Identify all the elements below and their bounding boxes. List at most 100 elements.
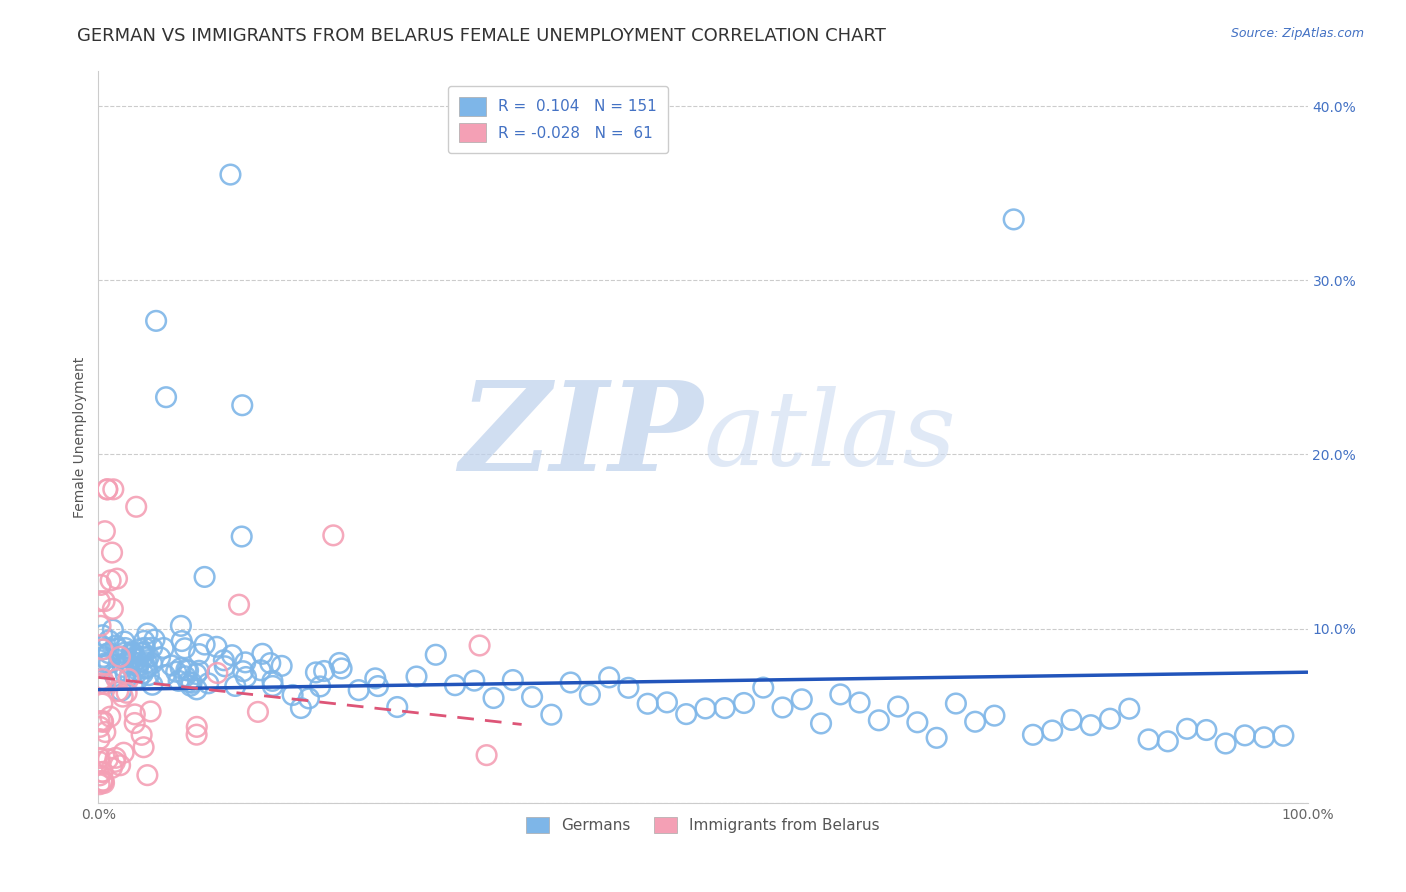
Point — [983, 708, 1005, 723]
Point — [118, 657, 141, 672]
Point — [176, 663, 198, 677]
Point — [91, 714, 114, 729]
Point — [91, 775, 114, 789]
Point — [127, 663, 149, 677]
Point — [112, 746, 135, 760]
Point — [104, 669, 127, 683]
Point — [89, 732, 111, 747]
Point — [186, 720, 208, 734]
Text: GERMAN VS IMMIGRANTS FROM BELARUS FEMALE UNEMPLOYMENT CORRELATION CHART: GERMAN VS IMMIGRANTS FROM BELARUS FEMALE… — [77, 27, 886, 45]
Point — [752, 681, 775, 695]
Point — [298, 691, 321, 706]
Point — [131, 728, 153, 742]
Point — [131, 646, 153, 660]
Point — [367, 679, 389, 693]
Point — [143, 632, 166, 647]
Point — [94, 656, 117, 670]
Point — [194, 570, 217, 584]
Point — [89, 720, 111, 734]
Point — [115, 686, 138, 700]
Point — [93, 774, 115, 789]
Point — [135, 661, 157, 675]
Point — [848, 696, 870, 710]
Point — [520, 690, 543, 704]
Point — [1002, 212, 1025, 227]
Point — [314, 664, 336, 678]
Point — [177, 664, 200, 678]
Point — [138, 668, 160, 682]
Point — [1195, 723, 1218, 737]
Point — [104, 639, 127, 653]
Point — [101, 761, 124, 775]
Point — [127, 659, 149, 673]
Point — [177, 675, 200, 690]
Point — [246, 705, 269, 719]
Point — [96, 483, 118, 497]
Point — [91, 765, 114, 780]
Point — [160, 658, 183, 673]
Point — [252, 647, 274, 661]
Point — [1040, 723, 1063, 738]
Point — [270, 658, 292, 673]
Point — [111, 690, 134, 704]
Point — [134, 661, 156, 675]
Point — [89, 639, 111, 653]
Point — [93, 642, 115, 657]
Point — [1215, 737, 1237, 751]
Y-axis label: Female Unemployment: Female Unemployment — [73, 357, 87, 517]
Point — [131, 646, 153, 660]
Point — [107, 642, 129, 657]
Point — [1253, 731, 1275, 745]
Point — [482, 691, 505, 706]
Point — [1157, 734, 1180, 748]
Point — [387, 700, 409, 714]
Point — [114, 667, 136, 681]
Point — [405, 669, 427, 683]
Point — [468, 639, 491, 653]
Point — [128, 656, 150, 670]
Point — [167, 673, 190, 688]
Point — [187, 664, 209, 678]
Point — [655, 695, 678, 709]
Point — [108, 758, 131, 772]
Point — [128, 671, 150, 685]
Point — [695, 701, 717, 715]
Point — [560, 675, 582, 690]
Point — [180, 675, 202, 690]
Point — [598, 670, 620, 684]
Point — [97, 646, 120, 660]
Point — [132, 649, 155, 664]
Point — [125, 500, 148, 514]
Point — [925, 731, 948, 745]
Point — [141, 657, 163, 671]
Point — [231, 529, 253, 543]
Point — [830, 687, 852, 701]
Point — [98, 656, 121, 670]
Point — [94, 677, 117, 691]
Point — [114, 641, 136, 656]
Point — [733, 696, 755, 710]
Point — [322, 528, 344, 542]
Point — [89, 714, 111, 729]
Point — [138, 649, 160, 664]
Point — [713, 701, 735, 715]
Point — [463, 673, 485, 688]
Point — [107, 665, 129, 680]
Point — [305, 665, 328, 680]
Point — [637, 697, 659, 711]
Point — [212, 653, 235, 667]
Point — [115, 656, 138, 670]
Point — [108, 649, 131, 664]
Point — [112, 634, 135, 648]
Point — [180, 679, 202, 693]
Point — [132, 666, 155, 681]
Point — [174, 669, 197, 683]
Point — [965, 714, 987, 729]
Point — [93, 776, 115, 790]
Point — [134, 640, 156, 655]
Point — [89, 777, 111, 791]
Point — [328, 656, 350, 670]
Point — [772, 700, 794, 714]
Point — [224, 679, 246, 693]
Point — [90, 578, 112, 592]
